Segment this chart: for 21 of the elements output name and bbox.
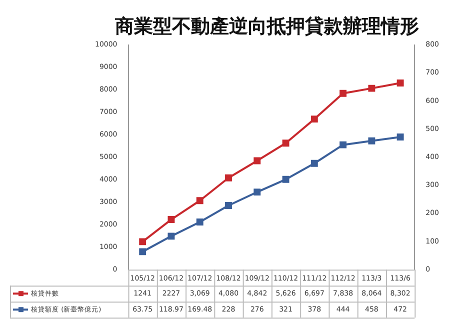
point	[340, 90, 347, 97]
point	[396, 133, 404, 140]
point	[282, 140, 290, 147]
point	[225, 174, 232, 182]
point	[196, 218, 204, 226]
point	[340, 141, 347, 148]
point	[368, 84, 376, 92]
point	[139, 238, 146, 246]
point	[310, 160, 318, 167]
point	[168, 232, 175, 240]
point	[368, 137, 376, 144]
point	[396, 79, 404, 86]
point	[282, 176, 290, 183]
point	[139, 248, 146, 256]
point	[310, 116, 318, 123]
point	[225, 202, 232, 210]
chart-title: 商業型不動產逆向抵押貸款辦理情形	[114, 15, 419, 38]
point	[254, 157, 261, 164]
point	[196, 197, 204, 204]
point	[254, 188, 261, 196]
point	[168, 216, 175, 224]
